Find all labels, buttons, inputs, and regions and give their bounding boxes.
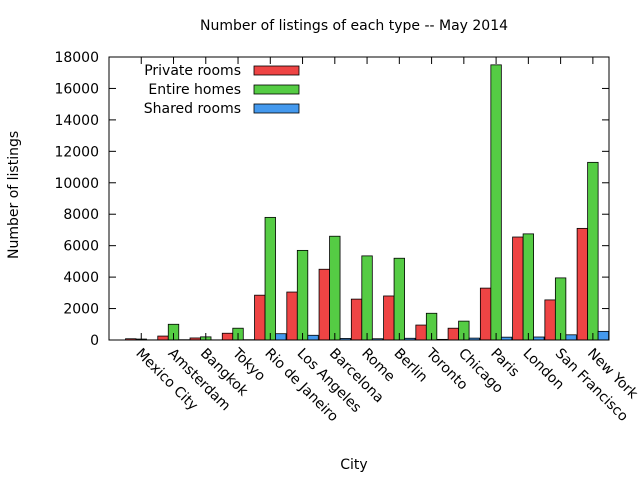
bars-layer [125,64,610,341]
legend-label: Shared rooms [144,101,241,117]
bar-entire-homes-14 [587,161,599,341]
plot-frame [108,56,610,341]
bar-private-rooms-7 [350,298,363,341]
bar-private-rooms-1 [157,335,169,341]
legend-swatch [253,84,300,95]
y-tick-label: 16000 [54,81,99,97]
bar-entire-homes-5 [296,249,309,341]
y-tick-label: 0 [90,333,99,349]
bar-entire-homes-7 [361,255,373,341]
bar-shared-rooms-4 [275,333,287,341]
bar-entire-homes-4 [264,216,276,341]
bar-private-rooms-13 [544,299,556,341]
y-tick-label: 14000 [54,113,99,129]
y-tick-label: 10000 [54,176,99,192]
bar-private-rooms-5 [286,291,298,341]
legend-label: Entire homes [148,82,241,98]
x-axis-label: City [340,457,368,473]
legend: Private rooms Entire homes Shared rooms [144,63,300,117]
y-tick-label: 12000 [54,144,99,160]
y-axis-label: Number of listings [6,130,22,259]
y-tick-label: 8000 [63,207,99,223]
y-tick-label: 6000 [63,239,99,255]
bar-entire-homes-13 [554,277,567,341]
bar-private-rooms-4 [254,294,266,341]
bar-private-rooms-9 [415,324,427,341]
bar-shared-rooms-5 [307,334,319,341]
y-tick-label: 18000 [54,50,99,66]
legend-swatch [253,65,300,76]
legend-label: Private rooms [144,63,241,79]
bar-shared-rooms-13 [565,334,577,341]
bar-private-rooms-3 [221,332,234,341]
x-tick-label: Berlin [390,346,430,386]
legend-swatch [253,103,300,114]
bar-shared-rooms-14 [597,330,610,341]
bar-entire-homes-8 [393,257,405,341]
bar-private-rooms-12 [512,236,524,341]
y-tick-label: 4000 [63,270,99,286]
chart-title: Number of listings of each type -- May 2… [199,18,509,34]
bar-private-rooms-6 [318,268,330,341]
y-tick-label: 2000 [63,302,99,318]
bar-private-rooms-14 [576,227,589,341]
bar-private-rooms-11 [479,287,492,341]
axes-layer: 0 2000 4000 6000 8000 10000 12000 14000 16000 180… [54,50,640,425]
bar-entire-homes-11 [490,64,502,341]
bar-entire-homes-6 [329,235,341,341]
bar-entire-homes-12 [522,233,534,341]
bar-private-rooms-8 [383,295,395,341]
bar-private-rooms-10 [447,327,459,341]
